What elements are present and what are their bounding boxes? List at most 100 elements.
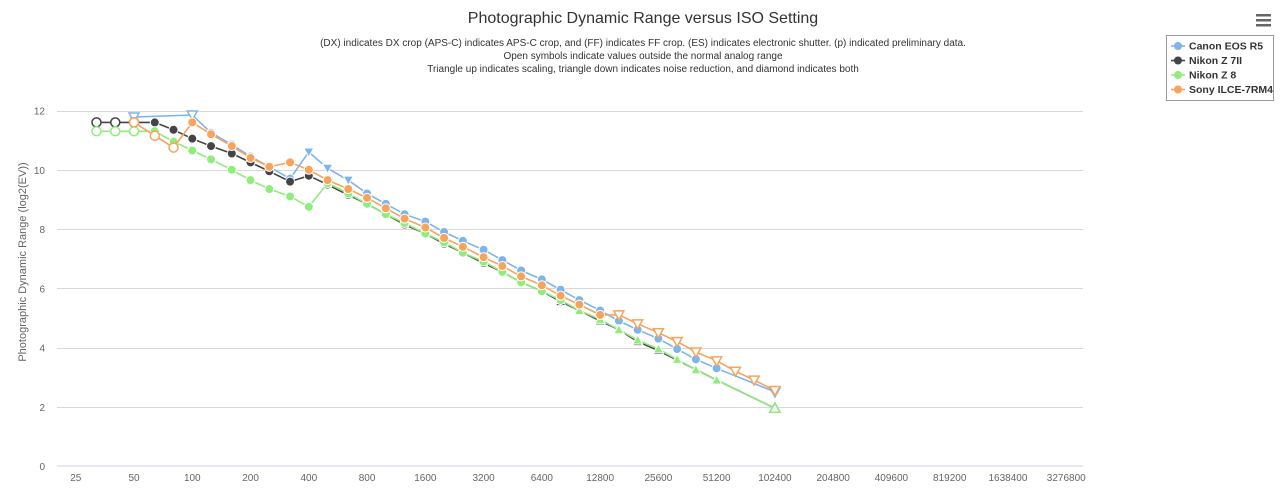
data-point <box>187 133 198 144</box>
x-tick-label: 25 <box>70 473 82 484</box>
x-tick-label: 6400 <box>531 473 554 484</box>
x-tick-labels: 25 50 100 200 400 800 1600 3200 6400 12800 25600 51… <box>70 473 1086 484</box>
legend-item[interactable]: Nikon Z 7II <box>1171 55 1242 67</box>
data-point <box>186 110 199 122</box>
data-point <box>612 310 626 322</box>
legend: Canon EOS R5 Nikon Z 7II Nikon Z 8 Sony ILC… <box>1166 35 1274 101</box>
series-line <box>96 121 776 409</box>
legend-label: Nikon Z 8 <box>1189 70 1236 82</box>
data-point <box>110 126 121 137</box>
data-point <box>264 184 275 195</box>
data-point <box>399 213 410 224</box>
data-point <box>420 222 431 233</box>
y-tick-label: 4 <box>39 344 45 355</box>
x-tick-label: 400 <box>300 473 317 484</box>
legend-swatch-marker <box>1174 85 1182 94</box>
legend-item[interactable]: Sony ILCE-7RM4 <box>1171 84 1273 96</box>
data-point <box>362 192 373 203</box>
data-point <box>303 201 314 212</box>
data-point <box>226 164 237 175</box>
legend-swatch-marker <box>1174 71 1182 79</box>
legend-item[interactable]: Nikon Z 8 <box>1171 70 1236 82</box>
data-point <box>710 374 723 385</box>
y-tick-label: 12 <box>34 107 46 118</box>
data-point <box>343 184 354 195</box>
chart-subtitle-line-3: Triangle up indicates scaling, triangle … <box>427 64 859 75</box>
x-tick-label: 800 <box>359 473 376 484</box>
data-point <box>285 191 296 202</box>
data-point <box>497 261 508 272</box>
series-nikon-z-7ii[interactable] <box>91 117 782 413</box>
data-point <box>91 126 102 137</box>
data-point <box>671 353 683 364</box>
x-tick-label: 1600 <box>414 473 437 484</box>
data-point <box>128 117 140 128</box>
data-point <box>110 117 121 128</box>
data-point <box>710 356 723 368</box>
x-tick-label: 3276800 <box>1047 473 1086 484</box>
data-point <box>264 161 275 172</box>
y-tick-label: 0 <box>39 462 45 473</box>
data-point <box>321 163 334 175</box>
data-point <box>206 129 217 140</box>
y-tick-label: 8 <box>39 225 45 236</box>
data-point <box>285 176 296 187</box>
data-point <box>478 252 489 263</box>
chart-subtitle-line-2: Open symbols indicate values outside the… <box>503 51 782 62</box>
series-canon-eos-r5[interactable] <box>127 110 782 399</box>
series-layer <box>91 110 782 413</box>
data-point <box>729 366 742 378</box>
data-point <box>149 130 161 141</box>
x-tick-label: 100 <box>184 473 201 484</box>
x-tick-label: 1638400 <box>989 473 1028 484</box>
y-tick-label: 6 <box>39 284 45 295</box>
series-sony-ilce-7rm4[interactable] <box>128 117 782 398</box>
data-point <box>747 375 761 387</box>
data-point <box>457 241 468 252</box>
data-point <box>245 152 256 163</box>
data-point <box>690 363 702 375</box>
x-tick-label: 51200 <box>703 473 731 484</box>
data-point <box>187 145 198 156</box>
x-tick-label: 409600 <box>875 473 909 484</box>
x-tick-label: 25600 <box>644 473 672 484</box>
data-point <box>285 157 296 168</box>
data-point <box>322 175 333 186</box>
data-point <box>168 142 179 153</box>
chart-subtitle-line-1: (DX) indicates DX crop (APS-C) indicates… <box>320 38 966 49</box>
x-tick-label: 819200 <box>933 473 967 484</box>
data-point <box>516 271 527 282</box>
data-point <box>439 232 450 243</box>
data-point <box>91 117 102 128</box>
data-point <box>128 126 140 137</box>
data-point <box>652 342 665 354</box>
data-point <box>768 385 782 398</box>
data-point <box>342 175 355 187</box>
data-point <box>631 319 644 331</box>
data-point <box>670 336 684 349</box>
data-point <box>652 327 665 340</box>
y-tick-label: 10 <box>34 166 46 177</box>
data-point <box>245 175 256 186</box>
data-point <box>226 141 237 152</box>
data-point <box>206 154 217 165</box>
chart-title: Photographic Dynamic Range versus ISO Se… <box>468 10 818 27</box>
data-point <box>149 117 160 128</box>
data-point <box>574 299 585 310</box>
y-axis-label: Photographic Dynamic Range (log2(EV)) <box>17 162 29 361</box>
legend-swatch-marker <box>1174 56 1182 65</box>
hamburger-menu-icon[interactable] <box>1256 14 1271 27</box>
data-point <box>613 323 625 335</box>
x-tick-label: 3200 <box>472 473 495 484</box>
data-point <box>536 280 547 291</box>
x-tick-label: 12800 <box>586 473 614 484</box>
x-tick-label: 200 <box>242 473 259 484</box>
legend-label: Canon EOS R5 <box>1189 41 1263 53</box>
legend-label: Sony ILCE-7RM4 <box>1189 84 1273 96</box>
legend-item[interactable]: Canon EOS R5 <box>1171 41 1263 53</box>
data-point <box>168 124 179 135</box>
data-point <box>555 290 566 301</box>
data-point <box>206 141 217 152</box>
series-nikon-z-8[interactable] <box>91 126 782 413</box>
